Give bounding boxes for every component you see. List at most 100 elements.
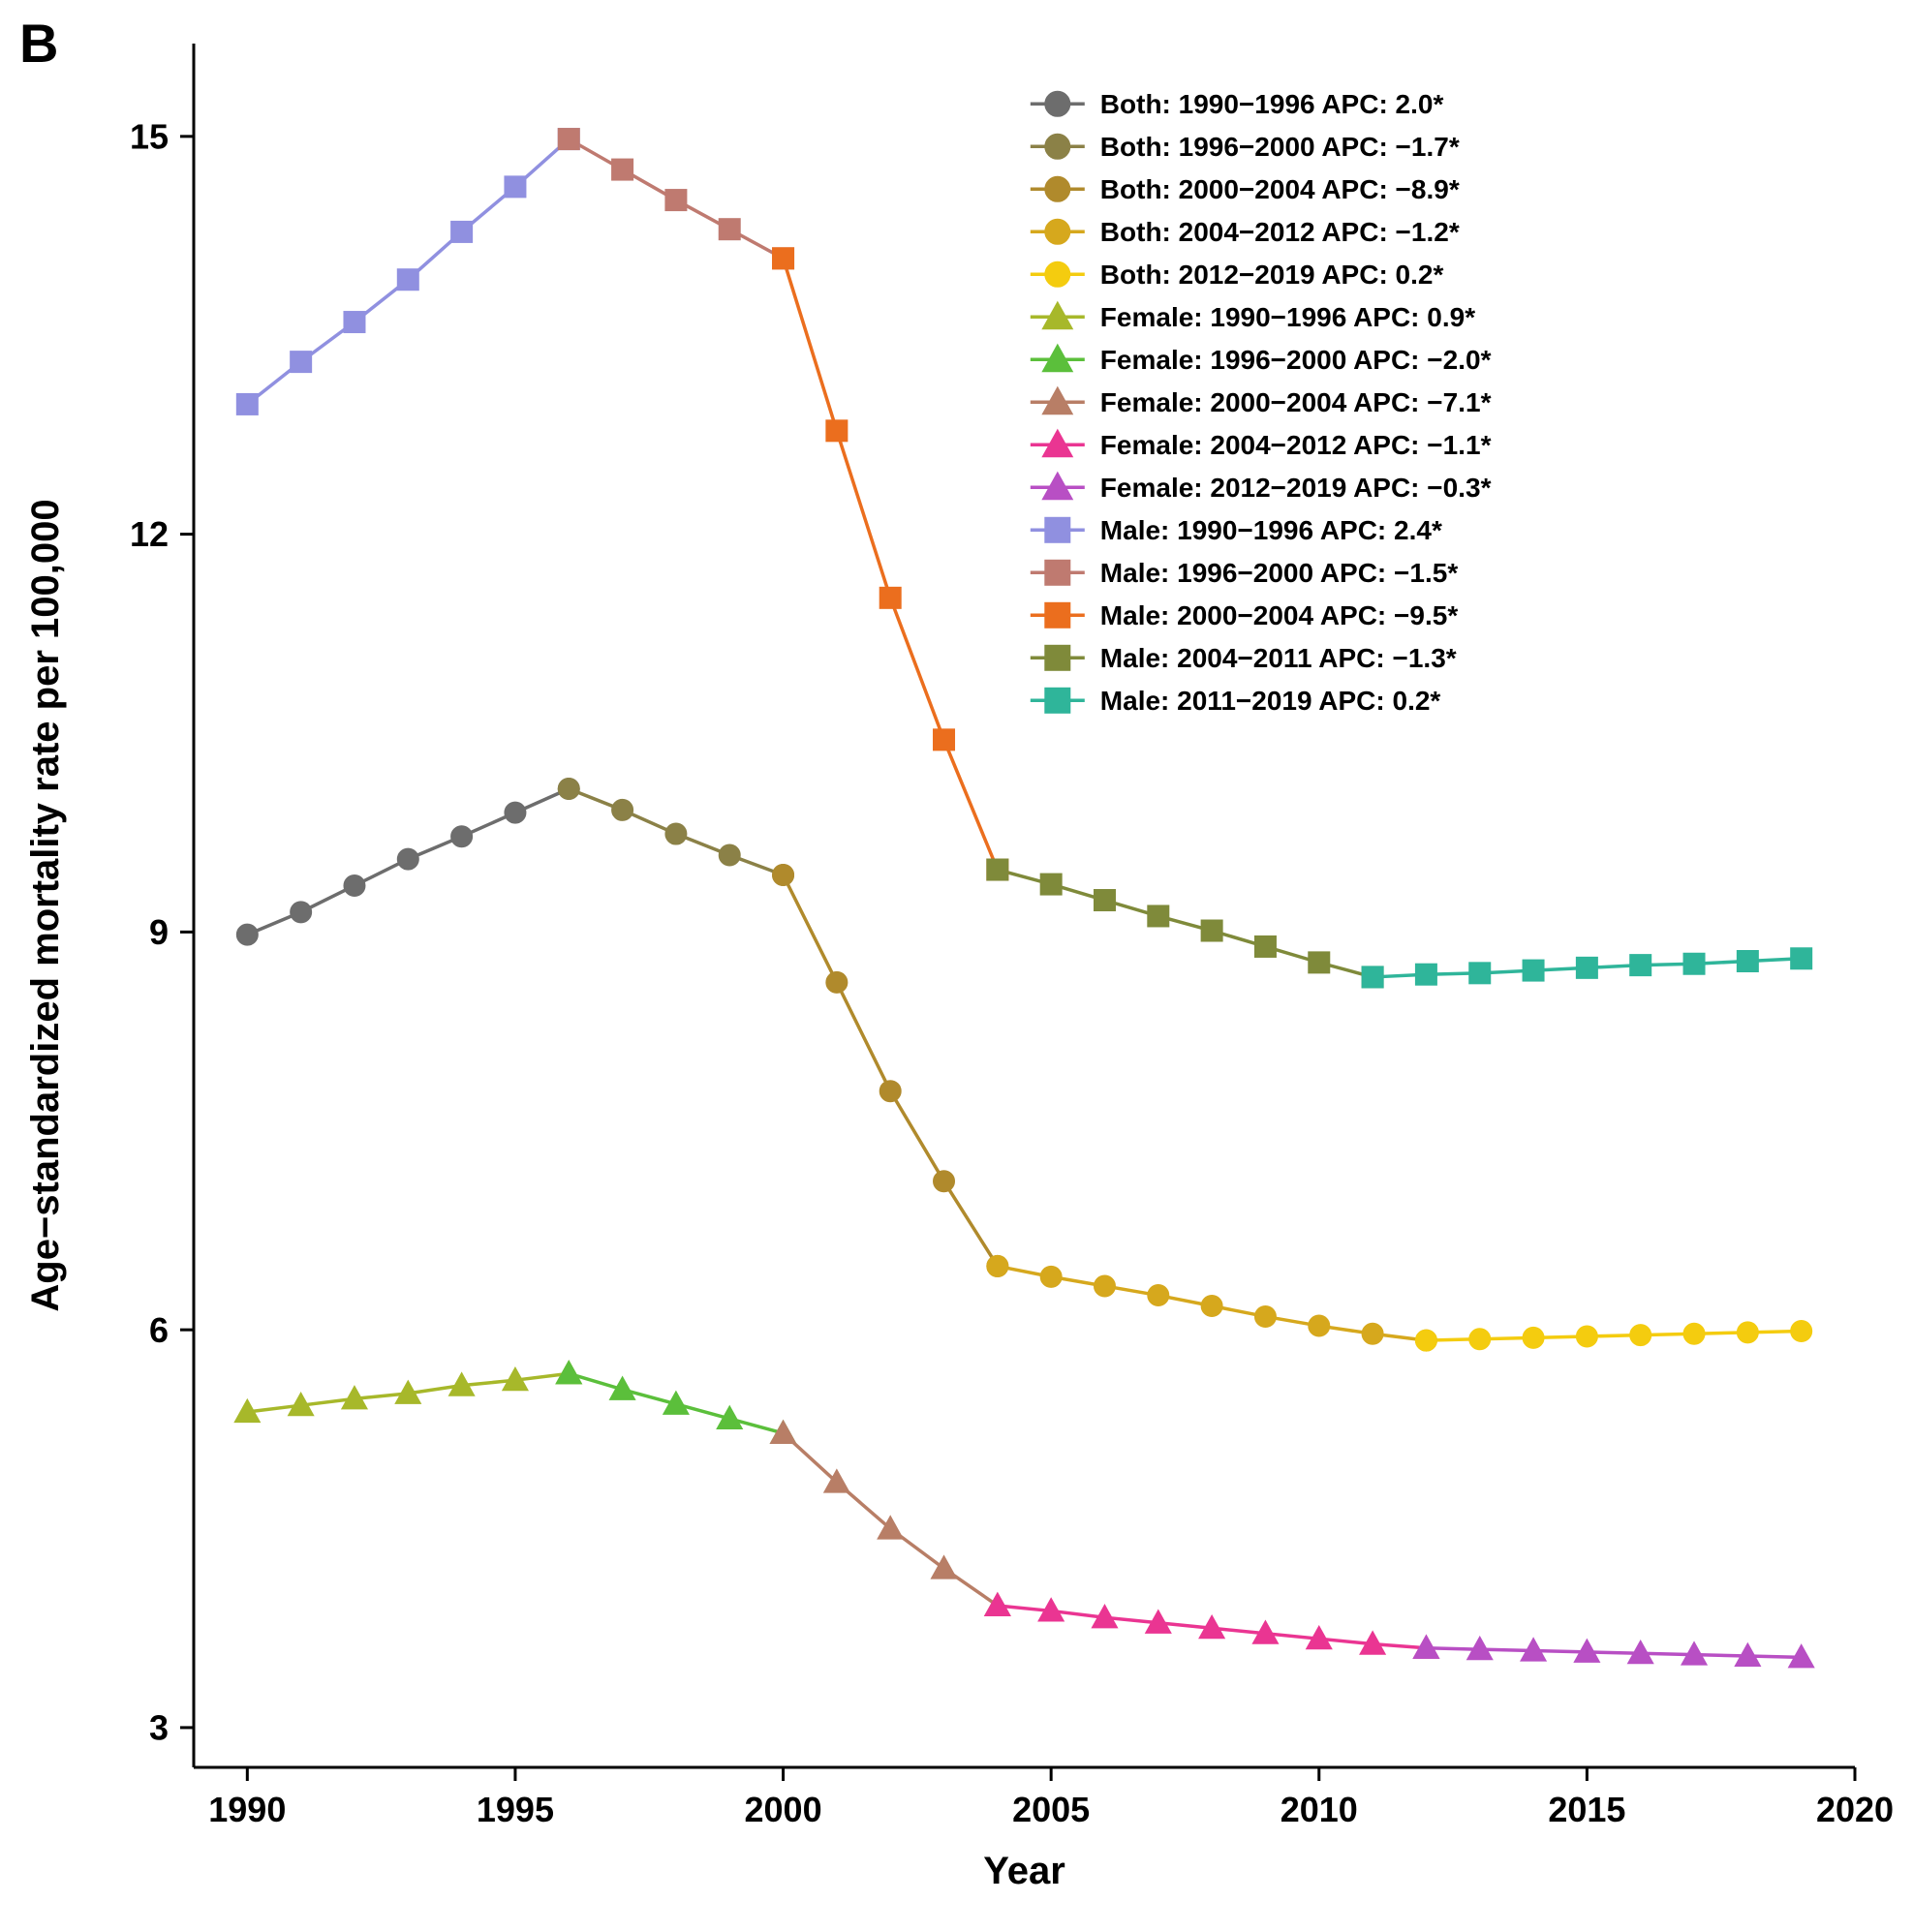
square-marker (558, 129, 579, 150)
legend-label: Both: 2004−2012 APC: −1.2* (1100, 217, 1460, 247)
y-axis-label: Age−standardized mortality rate per 100,… (24, 499, 67, 1311)
y-tick-label: 6 (149, 1310, 169, 1350)
mortality-chart: B 1990 1995 2000 2005 2010 2015 2020 3 6 9 12 15 Year… (0, 0, 1913, 1932)
square-marker (1309, 952, 1330, 973)
x-tick-label: 2020 (1816, 1790, 1894, 1829)
square-marker (1791, 948, 1812, 969)
square-marker (1469, 963, 1491, 984)
x-tick-label: 2015 (1548, 1790, 1625, 1829)
circle-marker (236, 924, 258, 945)
series-group (234, 129, 1814, 1668)
legend-label: Male: 2004−2011 APC: −1.3* (1100, 643, 1457, 673)
circle-marker (291, 902, 312, 923)
legend-label: Female: 1990−1996 APC: 0.9* (1100, 302, 1475, 332)
circle-marker (1094, 1275, 1115, 1297)
x-tick-label: 1990 (208, 1790, 286, 1829)
square-marker (1254, 935, 1276, 957)
square-marker (1576, 957, 1597, 978)
square-marker (1523, 960, 1544, 981)
x-tick-label: 2000 (745, 1790, 822, 1829)
circle-marker (612, 799, 633, 820)
circle-marker (1045, 134, 1070, 159)
y-tick-label: 3 (149, 1708, 169, 1748)
square-marker (987, 859, 1008, 880)
x-tick-label: 2005 (1012, 1790, 1090, 1829)
legend-label: Male: 2000−2004 APC: −9.5* (1100, 600, 1459, 630)
square-marker (1040, 874, 1062, 895)
square-marker (344, 312, 365, 333)
circle-marker (1523, 1327, 1544, 1348)
legend-label: Both: 2000−2004 APC: −8.9* (1100, 174, 1460, 204)
legend-label: Female: 1996−2000 APC: −2.0* (1100, 345, 1492, 375)
series-line (784, 875, 998, 1267)
square-marker (1630, 955, 1651, 976)
legend-label: Male: 2011−2019 APC: 0.2* (1100, 686, 1441, 716)
triangle-marker (931, 1555, 956, 1579)
square-marker (397, 269, 418, 291)
circle-marker (1576, 1326, 1597, 1347)
square-marker (505, 176, 526, 198)
square-marker (1148, 905, 1169, 927)
legend-label: Female: 2012−2019 APC: −0.3* (1100, 473, 1492, 503)
square-marker (612, 159, 633, 180)
y-tick-label: 15 (130, 116, 169, 156)
legend-label: Male: 1996−2000 APC: −1.5* (1100, 558, 1459, 588)
square-marker (1094, 890, 1115, 911)
square-marker (719, 219, 740, 240)
legend-label: Female: 2000−2004 APC: −7.1* (1100, 387, 1492, 417)
circle-marker (1045, 91, 1070, 116)
square-marker (236, 393, 258, 414)
circle-marker (1148, 1285, 1169, 1306)
legend: Both: 1990−1996 APC: 2.0* Both: 1996−2000… (1031, 89, 1492, 716)
square-marker (773, 248, 794, 269)
legend-label: Both: 2012−2019 APC: 0.2* (1100, 260, 1444, 290)
square-marker (291, 352, 312, 373)
circle-marker (1045, 176, 1070, 201)
circle-marker (344, 874, 365, 896)
legend-label: Both: 1996−2000 APC: −1.7* (1100, 132, 1460, 162)
circle-marker (826, 971, 848, 993)
legend-label: Both: 1990−1996 APC: 2.0* (1100, 89, 1444, 119)
circle-marker (1737, 1322, 1758, 1343)
circle-marker (1630, 1325, 1651, 1346)
square-marker (451, 221, 473, 242)
chart-container: B 1990 1995 2000 2005 2010 2015 2020 3 6 9 12 15 Year… (0, 0, 1913, 1932)
circle-marker (719, 844, 740, 866)
square-marker (1737, 951, 1758, 972)
circle-marker (1045, 261, 1070, 287)
circle-marker (451, 826, 473, 847)
circle-marker (1683, 1323, 1705, 1344)
x-tick-label: 1995 (477, 1790, 554, 1829)
circle-marker (1254, 1305, 1276, 1327)
series-line (784, 259, 998, 870)
x-axis-label: Year (983, 1850, 1065, 1892)
x-tick-label: 2010 (1280, 1790, 1358, 1829)
square-marker (879, 587, 901, 608)
square-marker (665, 190, 687, 211)
circle-marker (773, 865, 794, 886)
y-tick-label: 12 (130, 514, 169, 554)
circle-marker (1791, 1321, 1812, 1342)
triangle-marker (985, 1593, 1010, 1616)
circle-marker (558, 779, 579, 800)
circle-marker (1040, 1266, 1062, 1287)
y-tick-label: 9 (149, 912, 169, 952)
panel-label: B (19, 13, 58, 74)
circle-marker (1362, 1323, 1383, 1344)
triangle-marker (556, 1361, 581, 1384)
circle-marker (505, 802, 526, 823)
square-marker (1045, 688, 1070, 713)
square-marker (1045, 517, 1070, 542)
circle-marker (987, 1255, 1008, 1276)
circle-marker (1201, 1296, 1222, 1317)
circle-marker (397, 848, 418, 870)
circle-marker (665, 823, 687, 844)
circle-marker (1415, 1330, 1436, 1351)
circle-marker (1045, 219, 1070, 244)
legend-label: Female: 2004−2012 APC: −1.1* (1100, 430, 1492, 460)
square-marker (1362, 966, 1383, 988)
legend-label: Male: 1990−1996 APC: 2.4* (1100, 515, 1442, 545)
square-marker (1045, 560, 1070, 585)
circle-marker (1309, 1315, 1330, 1336)
square-marker (934, 729, 955, 751)
